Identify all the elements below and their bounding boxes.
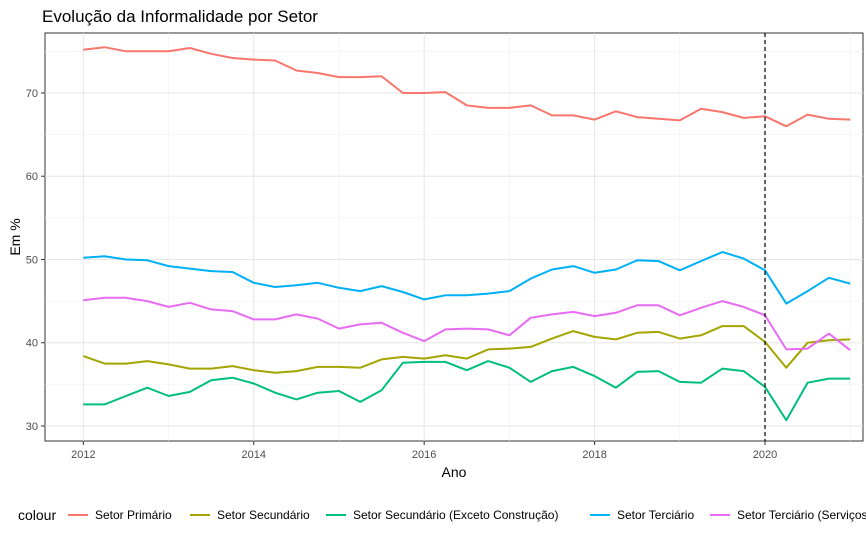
y-axis-title: Em % [7,218,23,255]
legend-title: colour [18,507,56,523]
series-line-1 [83,46,851,128]
grid [45,33,863,441]
x-tick-label: 2016 [412,449,436,461]
x-tick-label: 2014 [242,449,266,461]
chart-title: Evolução da Informalidade por Setor [42,7,318,26]
legend-label-3: Setor Secundário (Exceto Construção) [353,508,558,522]
y-tick-label: 70 [26,88,38,100]
series-line-2 [82,325,851,374]
x-tick-label: 2018 [582,449,606,461]
plot-panel [44,32,864,442]
x-tick-label: 2020 [753,449,777,461]
legend-label-4: Setor Terciário [617,508,694,522]
legend: colour Setor Primário Setor Secundário Set… [18,507,866,523]
y-tick-label: 50 [26,254,38,266]
legend-label-2: Setor Secundário [217,508,310,522]
x-axis-title: Ano [442,464,467,480]
y-axis: 30 40 50 60 70 [26,88,45,433]
series-line-5 [83,296,851,351]
y-tick-label: 40 [26,338,38,350]
y-tick-label: 60 [26,171,38,183]
x-axis: 2012 2014 2016 2018 2020 [71,441,777,461]
series-layer [82,46,851,422]
legend-label-5: Setor Terciário (Serviços) [737,508,866,522]
series-line-3 [83,360,851,422]
y-tick-label: 30 [26,421,38,433]
x-tick-label: 2012 [71,449,95,461]
legend-label-1: Setor Primário [95,508,172,522]
series-line-4 [83,251,851,305]
